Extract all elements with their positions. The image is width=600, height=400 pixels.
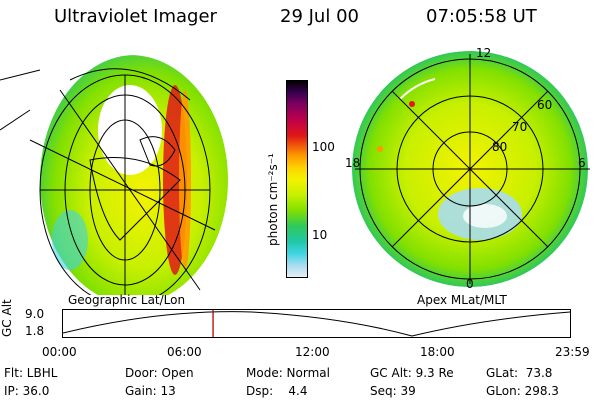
status-glon: GLon: 298.3 bbox=[486, 384, 559, 398]
timeline-xtick-0600: 06:00 bbox=[167, 345, 202, 359]
mlt-label-18: 18 bbox=[345, 156, 361, 170]
colorbar-tick-100: 100 bbox=[312, 140, 335, 154]
lat-label-80: 80 bbox=[492, 140, 508, 154]
mlt-label-6: 6 bbox=[578, 156, 586, 170]
mlt-label-12: 12 bbox=[476, 46, 492, 60]
geographic-image bbox=[0, 55, 228, 295]
polar-arc bbox=[399, 78, 436, 100]
timeline-ylabel: GC Alt bbox=[0, 299, 14, 337]
status-seq: Seq: 39 bbox=[370, 384, 416, 398]
nightside-cyan-patch bbox=[52, 210, 88, 270]
status-gcalt: GC Alt: 9.3 Re bbox=[370, 366, 454, 380]
mlt-label-0: 0 bbox=[466, 277, 474, 291]
status-flt: Flt: LBHL bbox=[4, 366, 58, 380]
timeline-ytick-min: 1.8 bbox=[25, 324, 45, 338]
lat-label-70: 70 bbox=[512, 120, 528, 134]
geo-grid bbox=[0, 68, 216, 295]
timeline-xtick-0000: 00:00 bbox=[42, 345, 77, 359]
hotspot-orange bbox=[377, 146, 383, 152]
timeline-ytick-max: 9.0 bbox=[25, 307, 45, 321]
altitude-curve bbox=[62, 311, 571, 337]
timeline-xtick-2359: 23:59 bbox=[555, 345, 590, 359]
polar-grid bbox=[355, 54, 590, 284]
hotspot-red bbox=[409, 101, 415, 107]
status-ip: IP: 36.0 bbox=[4, 384, 50, 398]
colorbar bbox=[286, 80, 308, 278]
date-label: 29 Jul 00 bbox=[280, 6, 359, 27]
left-panel-label: Geographic Lat/Lon bbox=[68, 293, 186, 307]
nightside-white-patch bbox=[463, 204, 507, 228]
status-mode: Mode: Normal bbox=[246, 366, 330, 380]
time-label: 07:05:58 UT bbox=[426, 6, 537, 27]
timeline-frame bbox=[62, 309, 571, 338]
timeline-xtick-1200: 12:00 bbox=[295, 345, 330, 359]
status-gain: Gain: 13 bbox=[125, 384, 176, 398]
right-panel-label: Apex MLat/MLT bbox=[417, 293, 507, 307]
lat-label-60: 60 bbox=[537, 98, 553, 112]
status-dsp: Dsp: 4.4 bbox=[246, 384, 308, 398]
instrument-title: Ultraviolet Imager bbox=[54, 6, 217, 27]
colorbar-unit-label: photon cm⁻²s⁻¹ bbox=[266, 153, 280, 246]
polar-image bbox=[352, 51, 590, 287]
status-door: Door: Open bbox=[125, 366, 194, 380]
polar-cap-void bbox=[98, 85, 162, 175]
timeline-plot bbox=[62, 309, 571, 338]
status-glat: GLat: 73.8 bbox=[486, 366, 553, 380]
colorbar-tick-10: 10 bbox=[312, 228, 328, 242]
timeline-xtick-1800: 18:00 bbox=[420, 345, 455, 359]
